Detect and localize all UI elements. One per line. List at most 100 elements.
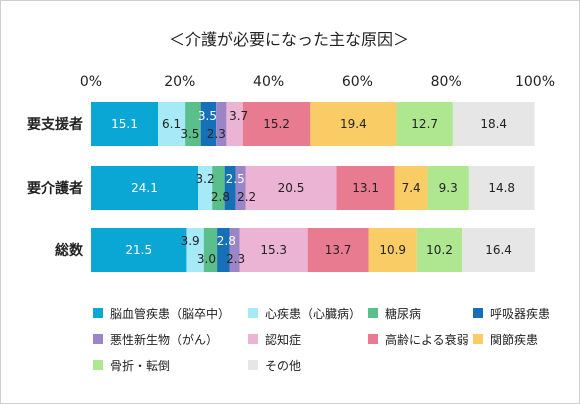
legend-item: 脳血管疾患（脳卒中）	[93, 303, 248, 323]
bar-segment	[186, 228, 204, 272]
data-label: 16.4	[485, 243, 512, 257]
bar-segment	[229, 228, 240, 272]
bar-segment	[203, 228, 218, 272]
category-label: 総数	[55, 242, 84, 259]
bar-segment	[185, 102, 201, 146]
legend-swatch	[368, 308, 378, 318]
bar-segment	[235, 166, 246, 210]
bar-segment	[452, 102, 535, 146]
bar-segment	[396, 102, 453, 146]
legend-label: 認知症	[265, 332, 302, 347]
bar-segment	[217, 228, 230, 272]
bar-segment	[368, 228, 417, 272]
legend-item: 認知症	[248, 329, 368, 349]
bar-segment	[307, 228, 369, 272]
x-axis-tick-labels: 0% 20% 40% 60% 80% 100%	[80, 74, 555, 90]
data-label: 6.1	[162, 117, 181, 131]
legend-item: 関節疾患	[473, 329, 563, 349]
legend-swatch	[93, 308, 103, 318]
bar-segment	[91, 166, 199, 210]
legend-item: 悪性新生物（がん）	[93, 329, 248, 349]
bar-segment	[416, 228, 463, 272]
bar-segment	[310, 102, 397, 146]
data-label: 20.5	[278, 181, 305, 195]
x-tick-label: 40%	[253, 74, 284, 90]
legend-swatch	[93, 334, 103, 344]
legend-swatch	[248, 308, 258, 318]
data-label: 19.4	[340, 117, 367, 131]
data-label: 21.5	[125, 243, 152, 257]
data-label: 2.2	[237, 190, 256, 204]
bar-segment	[216, 102, 227, 146]
legend-item: 糖尿病	[368, 303, 473, 323]
data-label: 2.8	[217, 234, 236, 248]
bar-segment	[198, 166, 213, 210]
data-label: 3.9	[181, 234, 200, 248]
legend-label: 脳血管疾患（脳卒中）	[110, 306, 231, 321]
legend-item: 高齢による衰弱	[368, 329, 473, 349]
data-label: 9.3	[439, 181, 458, 195]
data-label: 13.1	[352, 181, 379, 195]
data-label: 24.1	[131, 181, 158, 195]
x-tick-label: 60%	[342, 74, 373, 90]
data-label: 3.7	[229, 109, 248, 123]
legend-label: 高齢による衰弱	[385, 332, 469, 347]
data-label: 3.0	[197, 252, 216, 266]
bar-segment	[394, 166, 428, 210]
legend-item: 呼吸器疾患	[473, 303, 563, 323]
data-label: 12.7	[411, 117, 438, 131]
x-tick-label: 20%	[164, 74, 195, 90]
bar-segment	[212, 166, 225, 210]
legend-swatch	[473, 308, 483, 318]
bar-segment	[158, 102, 186, 146]
data-label: 3.2	[196, 172, 215, 186]
bar-segment	[226, 102, 243, 146]
bar-segment	[224, 166, 236, 210]
bar-segment	[239, 228, 308, 272]
legend-item: 骨折・転倒	[93, 355, 248, 375]
data-label: 7.4	[402, 181, 421, 195]
data-labels: 15.1 6.13.53.52.33.715.2 19.4 12.7 18.424.13…	[111, 109, 515, 266]
data-label: 3.5	[198, 109, 217, 123]
legend: 脳血管疾患（脳卒中） 心疾患（心臓病） 糖尿病 呼吸器疾患 悪性新生物（がん） 認知症 高齢…	[93, 303, 553, 375]
legend-swatch	[248, 360, 258, 370]
legend-label: 糖尿病	[385, 306, 422, 321]
data-label: 15.2	[263, 117, 290, 131]
x-tick-label: 0%	[80, 74, 102, 90]
legend-label: 骨折・転倒	[110, 358, 171, 373]
data-label: 15.1	[111, 117, 138, 131]
data-label: 2.8	[211, 190, 230, 204]
data-label: 2.3	[207, 127, 226, 141]
category-label: 要介護者	[27, 180, 83, 197]
bar-segment	[427, 166, 469, 210]
bar-segments	[91, 102, 535, 272]
chart-title: ＜介護が必要になった主な原因＞	[169, 30, 409, 49]
bar-segment	[91, 228, 187, 272]
data-label: 2.3	[226, 252, 245, 266]
category-label: 要支援者	[27, 116, 83, 133]
bar-segment	[336, 166, 395, 210]
legend-label: 心疾患（心臓病）	[265, 306, 362, 321]
data-label: 13.7	[325, 243, 352, 257]
legend-swatch	[473, 334, 483, 344]
data-label: 10.9	[379, 243, 406, 257]
legend-item: 心疾患（心臓病）	[248, 303, 368, 323]
x-tick-label: 80%	[431, 74, 462, 90]
legend-label: その他	[265, 358, 302, 373]
data-label: 10.2	[426, 243, 453, 257]
data-label: 15.3	[260, 243, 287, 257]
data-label: 18.4	[480, 117, 507, 131]
bar-segment	[242, 102, 311, 146]
stacked-bar-chart: ＜介護が必要になった主な原因＞ 0% 20% 40% 60% 80% 100% 要支援者要…	[27, 30, 555, 272]
data-label: 2.5	[226, 172, 245, 186]
bar-segment	[200, 102, 217, 146]
bar-segment	[462, 228, 535, 272]
legend-item: その他	[248, 355, 368, 375]
legend-label: 悪性新生物（がん）	[110, 332, 219, 347]
legend-swatch	[93, 360, 103, 370]
bar-segment	[468, 166, 535, 210]
legend-swatch	[368, 334, 378, 344]
data-label: 14.8	[488, 181, 515, 195]
